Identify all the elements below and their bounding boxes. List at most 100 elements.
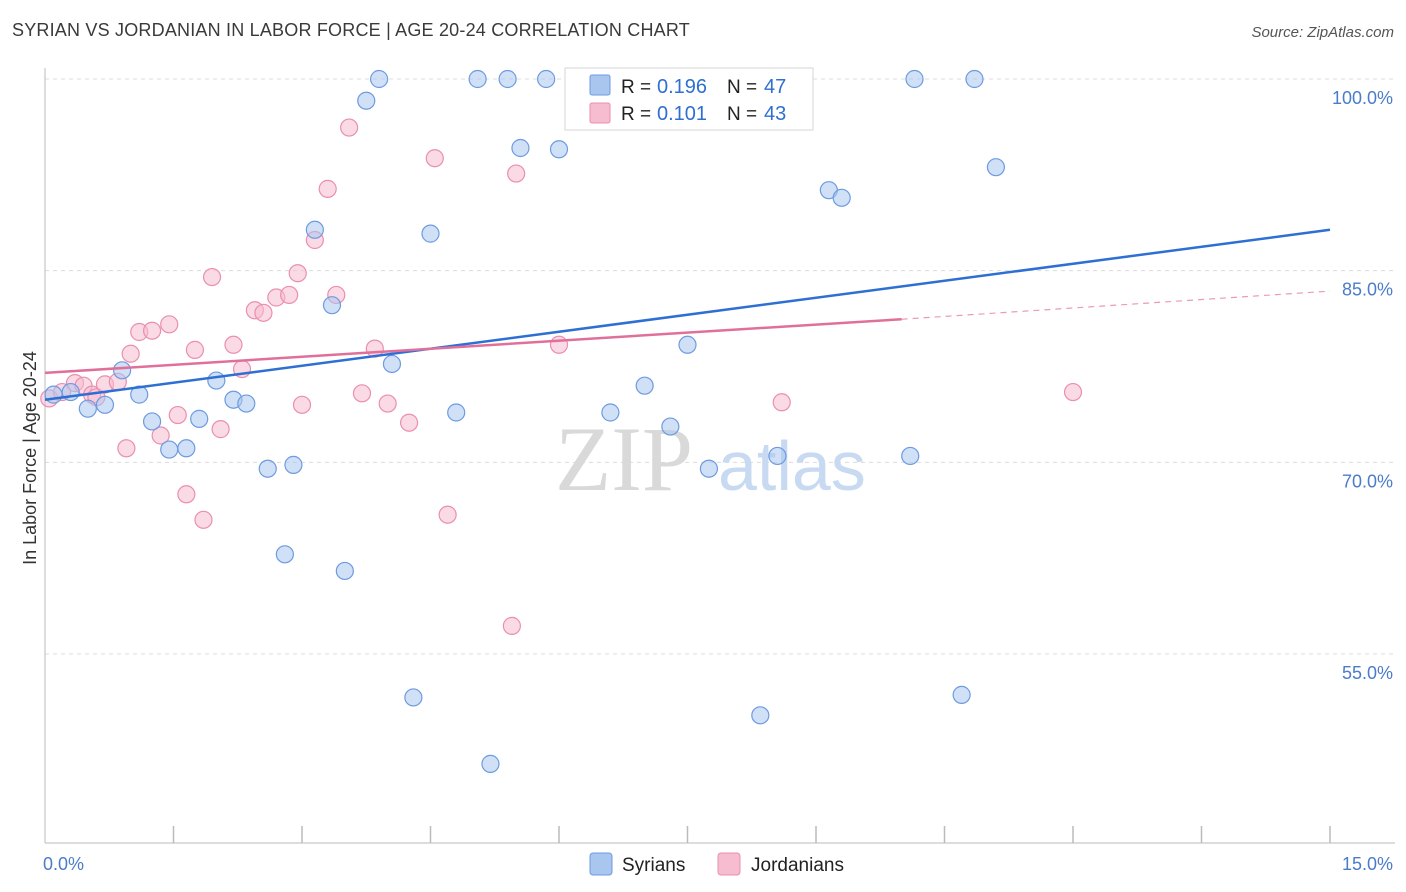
legend-swatch-jordanians xyxy=(589,102,611,124)
bottom-legend-swatch-syrians xyxy=(589,852,613,876)
jordanians-points xyxy=(40,118,1083,635)
syrians-point-16 xyxy=(305,220,324,239)
syrians-point-36 xyxy=(678,335,697,354)
jordanians-point-42 xyxy=(1063,382,1083,402)
syrians-point-18 xyxy=(335,561,354,581)
legend-n-value-syrians: 47 xyxy=(764,76,786,98)
watermark-atlas: atlas xyxy=(718,427,866,505)
jordanians-trend-line xyxy=(44,317,902,375)
syrians-point-4 xyxy=(112,361,132,380)
jordanians-point-16 xyxy=(185,340,205,359)
jordanians-point-39 xyxy=(507,164,526,183)
syrians-point-41 xyxy=(832,188,851,207)
y-tick-label-2: 70.0% xyxy=(1342,471,1393,491)
legend-r-value-jordanians: 0.101 xyxy=(657,103,707,125)
syrians-point-24 xyxy=(447,403,466,422)
syrians-point-13 xyxy=(258,459,277,478)
tick-labels: 100.0% 85.0% 70.0% 55.0% 0.0% 15.0% xyxy=(43,88,1393,874)
jordanians-point-26 xyxy=(288,264,307,283)
syrians-point-21 xyxy=(382,354,402,374)
bottom-legend-label-jordanians: Jordanians xyxy=(751,855,844,876)
syrians-point-43 xyxy=(905,69,924,89)
jordanians-point-40 xyxy=(549,335,569,354)
jordanians-point-19 xyxy=(211,420,230,439)
syrians-point-8 xyxy=(177,439,196,458)
syrians-point-14 xyxy=(275,545,294,564)
syrians-point-39 xyxy=(768,446,787,466)
syrians-point-30 xyxy=(549,140,569,159)
jordanians-point-8 xyxy=(117,439,136,458)
jordanians-point-31 xyxy=(340,118,359,137)
jordanians-point-15 xyxy=(177,485,196,504)
syrians-point-20 xyxy=(370,69,389,89)
syrians-point-38 xyxy=(751,706,770,725)
legend-swatch-syrians xyxy=(589,74,611,96)
jordanians-point-38 xyxy=(502,616,521,635)
jordanians-point-27 xyxy=(292,395,312,414)
jordanians-point-29 xyxy=(318,179,337,198)
syrians-point-25 xyxy=(468,69,487,89)
jordanians-trend-extension xyxy=(901,290,1331,320)
bottom-legend-label-syrians: Syrians xyxy=(622,855,685,876)
jordanians-point-17 xyxy=(194,510,213,529)
syrians-point-19 xyxy=(357,91,376,110)
syrians-point-35 xyxy=(661,417,680,436)
bottom-legend-swatch-jordanians xyxy=(717,852,741,876)
syrians-point-45 xyxy=(965,69,984,89)
syrians-point-42 xyxy=(901,446,920,466)
syrians-point-29 xyxy=(537,69,556,89)
jordanians-point-25 xyxy=(280,285,299,305)
syrians-point-10 xyxy=(207,371,226,390)
x-tick-label-1: 15.0% xyxy=(1342,854,1393,874)
jordanians-point-34 xyxy=(378,394,397,413)
legend-n-label-syrians: N = xyxy=(727,77,757,98)
jordanians-point-37 xyxy=(438,505,457,524)
y-tick-label-3: 55.0% xyxy=(1342,663,1393,683)
y-tick-label-1: 85.0% xyxy=(1342,280,1393,300)
jordanians-point-18 xyxy=(202,267,222,287)
correlation-legend: R = 0.196 N = 47 R = 0.101 N = 43 xyxy=(564,67,814,131)
syrians-point-44 xyxy=(952,685,971,704)
jordanians-point-11 xyxy=(142,321,162,340)
watermark: ZIP atlas xyxy=(555,408,866,510)
jordanians-point-35 xyxy=(399,413,419,432)
syrians-point-27 xyxy=(498,69,517,89)
jordanians-point-13 xyxy=(160,315,179,334)
syrians-point-32 xyxy=(601,403,620,422)
axes xyxy=(44,68,1395,844)
syrians-point-22 xyxy=(404,688,423,707)
jordanians-point-9 xyxy=(121,344,140,363)
y-axis-label: In Labor Force | Age 20-24 xyxy=(20,351,40,565)
legend-n-label-jordanians: N = xyxy=(727,104,757,125)
jordanians-point-41 xyxy=(772,393,791,412)
syrians-point-34 xyxy=(635,376,654,395)
legend-r-label-jordanians: R = xyxy=(621,104,651,125)
jordanians-point-36 xyxy=(425,149,444,168)
jordanians-point-20 xyxy=(224,335,243,354)
syrians-point-9 xyxy=(190,409,209,428)
x-tick-label-0: 0.0% xyxy=(43,854,84,874)
legend-n-value-jordanians: 43 xyxy=(764,103,786,125)
syrians-point-15 xyxy=(284,455,303,474)
jordanians-point-14 xyxy=(168,405,187,425)
syrians-point-28 xyxy=(511,138,530,158)
syrians-point-17 xyxy=(322,296,342,315)
trend-lines xyxy=(44,228,1331,401)
legend-r-label-syrians: R = xyxy=(621,77,651,98)
series-legend: Syrians Jordanians xyxy=(589,852,844,876)
jordanians-point-32 xyxy=(352,384,372,403)
syrians-point-7 xyxy=(160,440,179,459)
syrians-point-46 xyxy=(986,158,1006,177)
jordanians-point-23 xyxy=(254,303,273,322)
source-credit: Source: ZipAtlas.com xyxy=(1251,24,1394,41)
syrians-point-12 xyxy=(237,394,256,413)
y-tick-label-0: 100.0% xyxy=(1332,88,1393,108)
syrians-point-23 xyxy=(421,224,440,243)
legend-r-value-syrians: 0.196 xyxy=(657,76,707,98)
syrians-trend-line xyxy=(44,228,1331,401)
syrians-point-3 xyxy=(95,395,115,414)
chart-title: SYRIAN VS JORDANIAN IN LABOR FORCE | AGE… xyxy=(12,20,690,40)
syrians-point-37 xyxy=(699,459,719,478)
syrians-point-6 xyxy=(142,412,162,431)
